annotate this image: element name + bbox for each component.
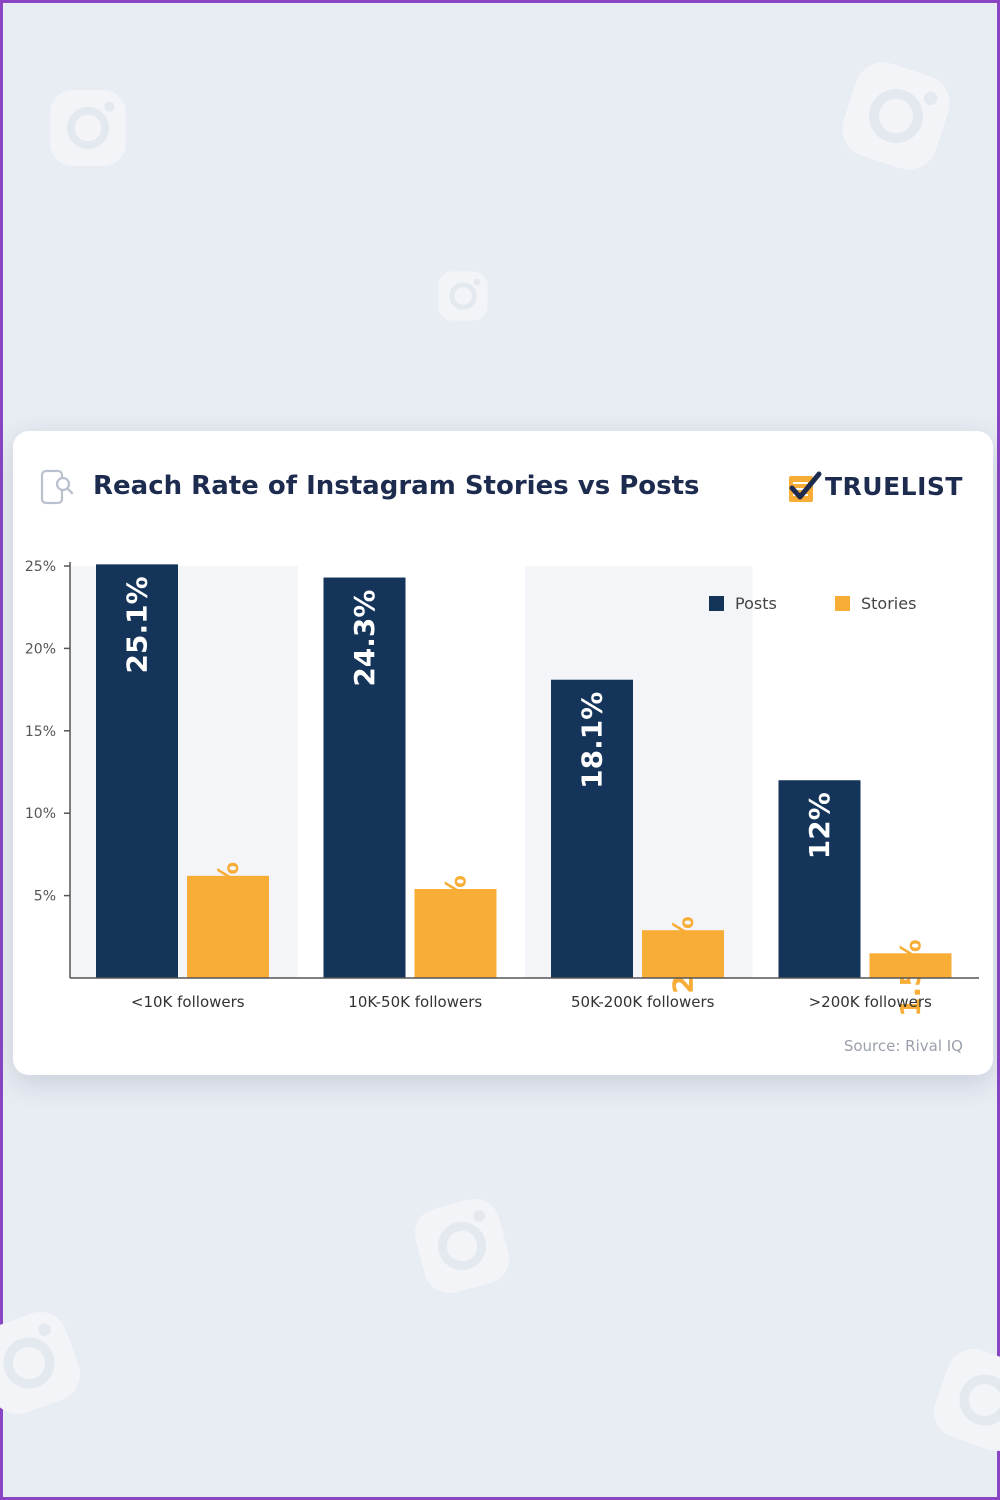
- posts-value-label: 25.1%: [121, 576, 154, 673]
- y-tick-label: 20%: [25, 641, 56, 657]
- instagram-camera-icon: [842, 62, 950, 170]
- posts-value-label: 24.3%: [348, 590, 381, 687]
- legend-posts-swatch: [709, 596, 724, 611]
- instagram-camera-icon: [414, 1198, 510, 1294]
- x-category-label: 50K-200K followers: [571, 993, 715, 1011]
- posts-bar: [551, 679, 633, 978]
- posts-bar: [96, 564, 178, 978]
- instagram-camera-icon: [438, 271, 488, 321]
- posts-value-label: 18.1%: [576, 692, 609, 789]
- chart-title: Reach Rate of Instagram Stories vs Posts: [93, 471, 700, 501]
- stories-bar: [869, 953, 952, 978]
- instagram-camera-icon: [0, 1311, 81, 1415]
- x-category-label: <10K followers: [131, 993, 245, 1011]
- posts-bar: [323, 577, 406, 978]
- y-tick-label: 5%: [34, 889, 56, 905]
- chart-card: Reach Rate of Instagram Stories vs Posts…: [13, 431, 993, 1075]
- y-tick-label: 15%: [25, 724, 56, 740]
- instagram-camera-icon: [50, 90, 126, 166]
- stories-bar: [187, 875, 269, 978]
- stories-value-label: 6.2%: [212, 862, 245, 940]
- posts-bar: [778, 780, 861, 978]
- stories-value-label: 5.4%: [439, 875, 472, 953]
- checklist-check-icon: [789, 471, 822, 502]
- brand-logo-text: TRUELIST: [825, 472, 963, 501]
- stories-bar: [642, 930, 724, 978]
- stories-value-label: 2.9%: [667, 916, 700, 994]
- x-category-label: 10K-50K followers: [348, 993, 482, 1011]
- instagram-camera-icon: [933, 1348, 1000, 1452]
- y-tick-label: 25%: [25, 559, 56, 575]
- source-note: Source: Rival IQ: [843, 1037, 963, 1055]
- phone-search-icon: [40, 469, 74, 505]
- stories-bar: [414, 889, 497, 978]
- legend-stories-swatch: [835, 596, 850, 611]
- x-category-label: >200K followers: [809, 993, 932, 1011]
- posts-value-label: 12%: [803, 792, 836, 859]
- legend-stories-label: Stories: [861, 594, 916, 613]
- bar-chart: 5% 10% 15% 20% 25% 25.1% 6.2% <10K followers 24.…: [25, 559, 979, 1017]
- y-tick-label: 10%: [25, 806, 56, 822]
- legend-posts-label: Posts: [735, 594, 777, 613]
